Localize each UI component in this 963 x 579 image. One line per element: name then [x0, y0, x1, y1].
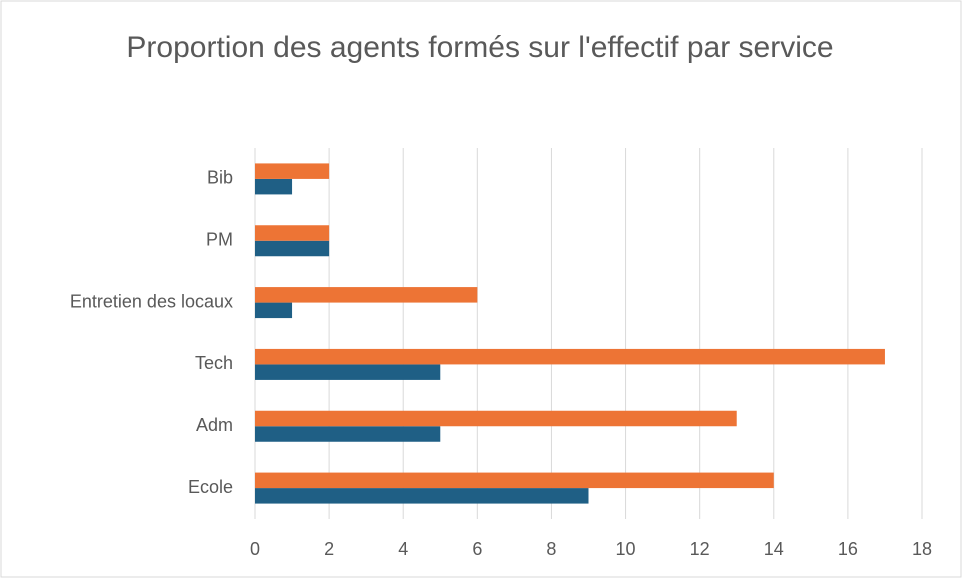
bar: [255, 178, 293, 195]
bar: [255, 287, 478, 303]
y-tick-label: Entretien des locaux: [70, 291, 233, 311]
y-tick-label: PM: [206, 230, 233, 250]
bar: [255, 426, 441, 442]
y-tick-label: Ecole: [188, 477, 233, 497]
y-tick-label: Tech: [195, 353, 233, 373]
bar: [255, 364, 441, 380]
bar: [255, 240, 330, 257]
x-tick-label: 10: [616, 539, 636, 559]
x-tick-label: 14: [764, 539, 784, 559]
x-tick-label: 8: [546, 539, 556, 559]
y-tick-label: Adm: [196, 415, 233, 435]
bar: [255, 302, 293, 319]
bar: [255, 225, 330, 241]
bar: [255, 472, 774, 489]
x-tick-label: 18: [912, 539, 932, 559]
bar: [255, 348, 885, 365]
bar: [255, 410, 737, 427]
x-tick-label: 0: [250, 539, 260, 559]
bar: [255, 163, 330, 179]
x-tick-label: 4: [398, 539, 408, 559]
y-tick-label: Bib: [207, 168, 233, 188]
chart-title: Proportion des agents formés sur l'effec…: [126, 31, 834, 64]
x-tick-label: 2: [324, 539, 334, 559]
x-tick-label: 12: [690, 539, 710, 559]
x-tick-label: 16: [838, 539, 858, 559]
x-tick-label: 6: [472, 539, 482, 559]
bar: [255, 488, 589, 504]
